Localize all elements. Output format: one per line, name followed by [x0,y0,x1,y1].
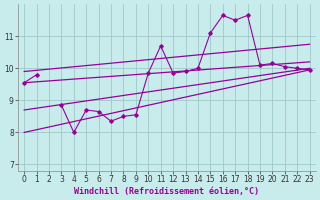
X-axis label: Windchill (Refroidissement éolien,°C): Windchill (Refroidissement éolien,°C) [74,187,260,196]
